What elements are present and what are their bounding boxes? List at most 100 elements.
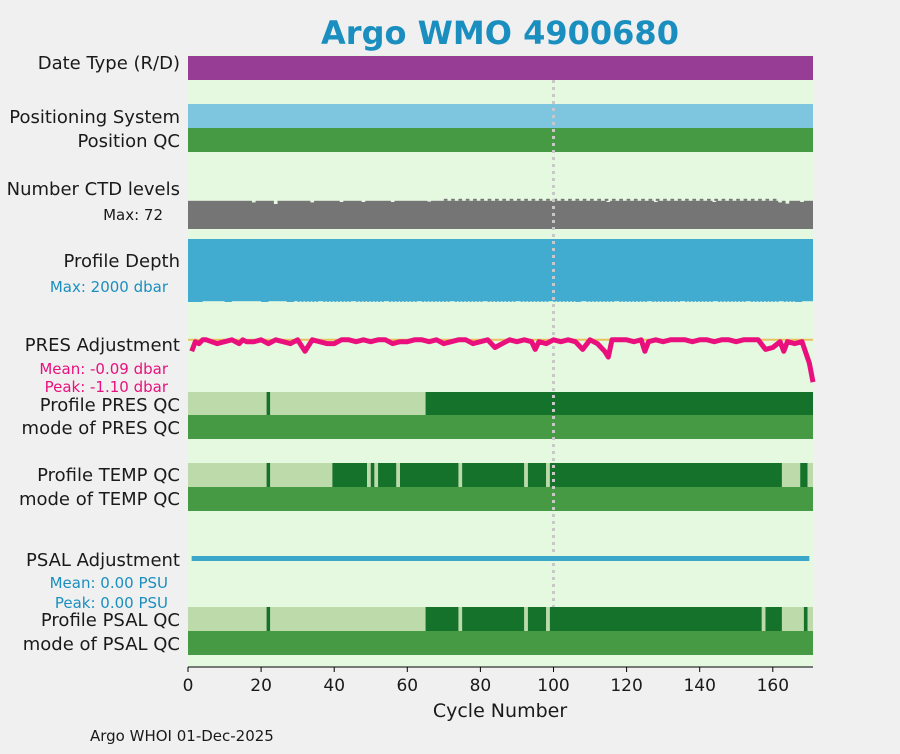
row-label-ctd-levels: Number CTD levels: [7, 179, 180, 200]
ctd-levels-dip: [339, 194, 344, 203]
profile-depth-tick: [363, 301, 366, 302]
profile-depth-tick: [619, 301, 622, 302]
profile-temp-qc-segment: [807, 463, 813, 487]
profile-temp-qc-segment: [546, 463, 550, 487]
profile-depth-tick: [436, 301, 439, 302]
psal-mean-label: Mean: 0.00 PSU: [50, 574, 168, 592]
profile-depth-tick: [410, 301, 414, 302]
ctd-levels-tooth: [575, 198, 580, 201]
profile-depth-tick: [421, 301, 425, 302]
profile-psal-qc-segment: [765, 607, 782, 631]
profile-psal-qc-segment: [546, 607, 550, 631]
profile-temp-qc-segment: [266, 463, 271, 487]
ctd-levels-tooth: [692, 198, 697, 201]
profile-depth-tick: [462, 301, 465, 302]
profile-temp-qc-segment: [332, 463, 368, 487]
profile-psal-qc-segment: [781, 607, 804, 631]
positioning-system-segment: [188, 104, 813, 128]
ctd-levels-tooth: [728, 198, 733, 201]
profile-depth-tick: [330, 301, 333, 302]
ctd-levels-dip: [606, 194, 611, 203]
ctd-levels-dip: [390, 194, 395, 203]
profile-psal-qc-segment: [761, 607, 766, 631]
ctd-levels-tooth: [758, 198, 762, 201]
ctd-levels-tooth: [582, 198, 587, 201]
ctd-levels-tooth: [538, 198, 543, 201]
profile-depth-tick: [356, 301, 359, 302]
ctd-levels-tooth: [685, 198, 689, 201]
profile-depth-tick: [692, 301, 695, 302]
x-axis: 0 20 40 60 80 100 120 140 160: [183, 666, 813, 696]
profile-depth-tick: [707, 301, 710, 302]
profile-depth-tick: [407, 301, 410, 302]
x-tick-label: 40: [323, 676, 345, 696]
x-axis-label: Cycle Number: [433, 700, 567, 722]
ctd-levels-tooth: [721, 198, 726, 201]
profile-depth-tick: [348, 301, 352, 302]
row-label-mode-temp-qc: mode of TEMP QC: [19, 489, 180, 510]
profile-depth-full: [575, 239, 580, 302]
profile-depth-tick: [670, 301, 673, 302]
profile-depth-tick: [509, 301, 512, 302]
profile-depth-tick: [389, 301, 392, 302]
profile-depth-tick: [776, 301, 779, 302]
profile-depth-tick: [447, 301, 450, 302]
profile-temp-qc-segment: [378, 463, 397, 487]
profile-depth-tick: [301, 301, 304, 302]
ctd-levels-dip: [427, 194, 432, 202]
series-layer: [188, 337, 816, 561]
profile-depth-tick: [469, 301, 472, 302]
profile-depth-tick: [498, 301, 501, 302]
ctd-levels-tooth: [714, 198, 718, 201]
profile-depth-tick: [487, 301, 490, 302]
profile-depth-tick: [304, 301, 308, 302]
profile-psal-qc-segment: [524, 607, 528, 631]
ctd-levels-tooth: [707, 198, 711, 201]
ctd-levels-tooth: [502, 198, 506, 201]
ctd-levels-tooth: [641, 198, 645, 201]
profile-depth-tick: [399, 301, 403, 302]
profile-depth-tick: [644, 301, 648, 302]
profile-depth-tick: [743, 301, 746, 302]
row-label-pres-adjustment: PRES Adjustment: [25, 335, 180, 356]
pres-adjustment-line: [189, 337, 816, 383]
ctd-levels-dip: [785, 194, 790, 204]
ctd-levels-tooth: [590, 198, 594, 201]
ctd-levels-tooth: [516, 198, 521, 201]
ctd-levels-dip: [654, 194, 658, 203]
profile-temp-qc-segment: [527, 463, 547, 487]
profile-depth-tick: [345, 301, 348, 302]
plot-background: [188, 55, 813, 667]
profile-depth-tick: [337, 301, 341, 302]
profile-depth-tick: [531, 301, 534, 302]
mode-pres-qc-segment: [188, 415, 813, 439]
row-label-profile-pres-qc: Profile PRES QC: [40, 395, 180, 416]
ctd-levels-tooth: [443, 198, 448, 201]
profile-depth-tick: [454, 301, 458, 302]
profile-pres-qc-segment: [188, 392, 267, 415]
ctd-levels-tooth: [480, 198, 485, 201]
bands-layer: [188, 56, 813, 655]
profile-temp-qc-segment: [458, 463, 463, 487]
ctd-levels-tooth: [604, 198, 609, 201]
profile-depth-tick: [703, 301, 706, 302]
ctd-levels-tooth: [451, 198, 455, 201]
position-qc-segment: [188, 128, 813, 152]
ctd-levels-tooth: [736, 198, 740, 201]
row-label-profile-depth: Profile Depth: [63, 251, 180, 272]
row-label-position-qc: Position QC: [77, 131, 180, 152]
profile-temp-qc-segment: [781, 463, 801, 487]
profile-depth-tick: [480, 301, 483, 302]
ctd-levels-tooth: [509, 198, 514, 201]
profile-depth-tick: [359, 301, 362, 302]
ctd-max-label: Max: 72: [103, 206, 163, 224]
profile-depth-tick: [520, 301, 523, 302]
profile-depth-tick: [367, 301, 370, 302]
chart-title: Argo WMO 4900680: [321, 14, 679, 52]
profile-depth-tick: [783, 301, 786, 302]
ctd-levels-dip: [712, 194, 717, 203]
profile-depth-tick: [597, 301, 600, 302]
profile-depth-full: [794, 239, 803, 302]
profile-temp-qc-segment: [374, 463, 379, 487]
row-label-positioning-system: Positioning System: [9, 107, 180, 128]
